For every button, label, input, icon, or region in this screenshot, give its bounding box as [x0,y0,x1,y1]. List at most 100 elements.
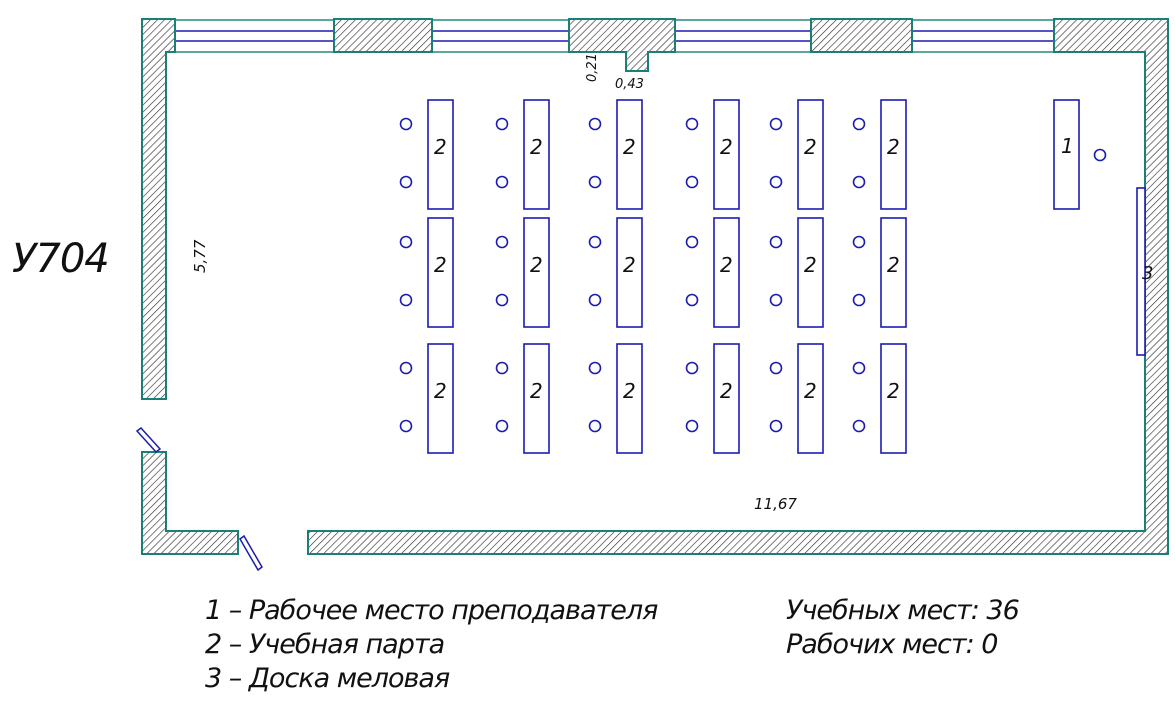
student-desk [880,99,907,210]
wall-pier-1 [333,18,433,53]
student-chair [685,419,699,433]
door-left [135,426,162,454]
student-chair [852,419,866,433]
student-chair [685,117,699,131]
wall-pier-3 [810,18,913,53]
student-desk [797,343,824,454]
student-chair [495,293,509,307]
student-desk [880,343,907,454]
student-chair [852,175,866,189]
dim-window-b: 0,43 [615,77,644,92]
student-desk-label: 2 [887,135,900,159]
room-name: У704 [12,236,110,282]
student-desk [523,99,550,210]
student-chair [495,235,509,249]
work-places: Рабочих мест: 0 [786,629,998,660]
student-desk [797,217,824,328]
student-desk [616,99,643,210]
student-chair [495,117,509,131]
teacher-desk-label: 1 [1061,134,1074,158]
student-desk [713,343,740,454]
legend-item-board: 3 – Доска меловая [205,663,450,694]
student-chair [769,175,783,189]
student-desk [713,99,740,210]
student-desk-label: 2 [887,253,900,277]
student-chair [588,361,602,375]
student-desk-label: 2 [804,253,817,277]
teacher-desk [1053,99,1080,210]
student-desk-label: 2 [434,379,447,403]
student-desk [797,99,824,210]
walls [141,18,1169,555]
student-desk [427,343,454,454]
door-bottom [239,534,263,572]
student-chair [588,235,602,249]
student-desk [713,217,740,328]
student-chair [399,117,413,131]
student-desk-label: 2 [804,135,817,159]
student-chair [399,419,413,433]
student-desk [880,217,907,328]
student-desk-label: 2 [804,379,817,403]
student-chair [588,293,602,307]
wall-left-upper [141,18,176,400]
student-chair [769,293,783,307]
student-desk [616,217,643,328]
student-chair [769,419,783,433]
dim-width: 11,67 [754,495,797,513]
student-desk [427,99,454,210]
student-chair [769,361,783,375]
student-desk-label: 2 [530,135,543,159]
student-chair [399,175,413,189]
student-desk-label: 2 [887,379,900,403]
wall-pier-2 [568,18,676,72]
student-chair [769,235,783,249]
student-chair [495,175,509,189]
dim-window-a: 0,21 [585,53,600,82]
student-desk-label: 2 [434,135,447,159]
student-desk-label: 2 [434,253,447,277]
desk-grid: 2 2 2 2 2 2 2 2 2 2 2 2 2 2 2 2 2 2 [399,99,907,454]
student-chair [399,235,413,249]
student-desk-label: 2 [623,135,636,159]
student-chair [495,361,509,375]
teacher-chair [1093,148,1107,162]
student-desk-label: 2 [623,379,636,403]
student-chair [588,175,602,189]
wall-left-lower [141,451,239,555]
student-desk [523,217,550,328]
student-chair [852,117,866,131]
student-chair [399,293,413,307]
place-stats: Учебных мест: 36 Рабочих мест: 0 [786,594,1020,662]
study-places: Учебных мест: 36 [786,595,1020,626]
student-chair [685,175,699,189]
student-desk [427,217,454,328]
student-desk [523,343,550,454]
legend-item-desk: 2 – Учебная парта [205,629,445,660]
student-desk-label: 2 [530,253,543,277]
student-desk-label: 2 [720,253,733,277]
legend-item-teacher: 1 – Рабочее место преподавателя [205,595,658,626]
doors [135,426,263,572]
student-chair [588,117,602,131]
student-desk [616,343,643,454]
student-desk-label: 2 [720,379,733,403]
dim-depth: 5,77 [191,239,209,273]
chalk-board-label: 3 [1142,263,1153,284]
student-chair [852,235,866,249]
chalk-board [1136,187,1146,356]
student-chair [685,235,699,249]
student-chair [852,293,866,307]
legend: 1 – Рабочее место преподавателя 2 – Учеб… [205,594,658,696]
student-chair [685,361,699,375]
student-desk-label: 2 [720,135,733,159]
student-chair [399,361,413,375]
student-chair [769,117,783,131]
wall-right [307,18,1169,555]
floor-plan: 0,21 0,43 5,77 11,67 2 2 2 2 2 2 2 2 2 2 2 2 2 2 2 2 2 2 … [135,18,1169,572]
student-chair [588,419,602,433]
student-chair [685,293,699,307]
student-chair [852,361,866,375]
student-desk-label: 2 [623,253,636,277]
student-desk-label: 2 [530,379,543,403]
